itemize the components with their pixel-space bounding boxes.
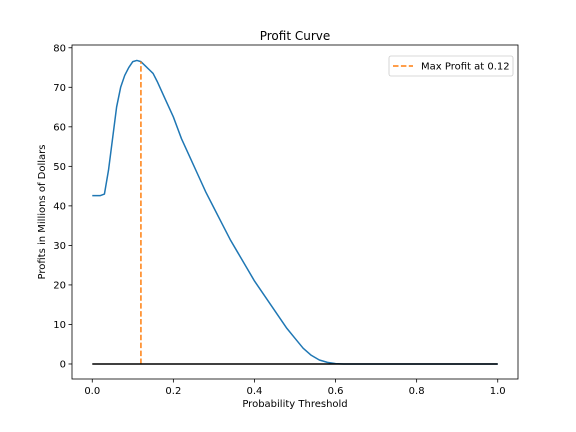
y-axis-label: Profits in Millions of Dollars — [37, 145, 48, 280]
y-tick-label: 40 — [53, 201, 66, 212]
x-tick-label: 0.2 — [165, 386, 181, 397]
y-tick-label: 10 — [53, 320, 66, 331]
x-axis-ticks: 0.0 0.2 0.4 0.6 0.8 1.0 — [84, 379, 506, 397]
y-tick-label: 50 — [53, 162, 66, 173]
y-tick-label: 80 — [53, 43, 66, 54]
y-tick-label: 20 — [53, 280, 66, 291]
x-tick-label: 0.6 — [328, 386, 344, 397]
y-tick-label: 60 — [53, 122, 66, 133]
x-tick-label: 0.0 — [84, 386, 100, 397]
legend: Max Profit at 0.12 — [388, 55, 514, 77]
y-axis-ticks: 0 10 20 30 40 50 60 70 80 — [53, 43, 72, 370]
y-tick-label: 30 — [53, 241, 66, 252]
plot-frame — [71, 44, 519, 380]
legend-box — [388, 55, 514, 77]
x-tick-label: 0.8 — [409, 386, 425, 397]
chart-title: Profit Curve — [260, 29, 331, 43]
legend-label-max-profit: Max Profit at 0.12 — [421, 62, 510, 73]
x-axis-label: Probability Threshold — [242, 399, 347, 410]
x-tick-label: 0.4 — [247, 386, 263, 397]
plot-lines — [92, 59, 498, 365]
y-tick-label: 70 — [53, 83, 66, 94]
profit-curve-line — [92, 59, 498, 365]
x-tick-label: 1.0 — [490, 386, 506, 397]
y-tick-label: 0 — [60, 359, 66, 370]
